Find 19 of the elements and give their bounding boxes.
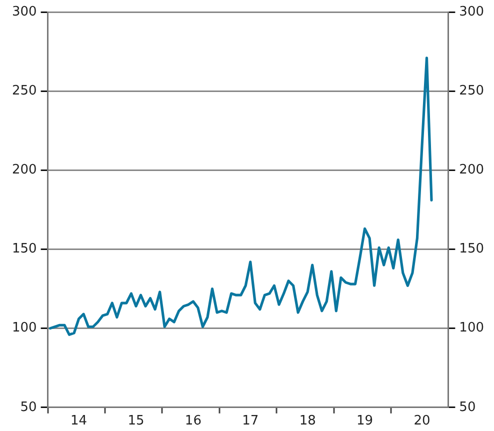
y2-tick-label: 100 xyxy=(459,320,484,336)
y2-tick-label: 250 xyxy=(459,83,484,98)
x-tick-label: 14 xyxy=(70,414,88,429)
x-tick-label: 18 xyxy=(299,414,316,429)
x-tick-label: 20 xyxy=(414,414,430,429)
y2-tick-label: 200 xyxy=(459,162,484,178)
x-tick-label: 17 xyxy=(242,414,259,429)
y-tick-label: 100 xyxy=(12,320,37,336)
y-tick-label: 300 xyxy=(12,4,37,20)
y2-tick-label: 300 xyxy=(459,4,484,20)
y-tick-label: 200 xyxy=(12,162,37,178)
y2-tick-label: 50 xyxy=(459,400,476,415)
y-tick-label: 150 xyxy=(12,242,37,257)
x-tick-label: 16 xyxy=(184,414,202,429)
x-tick-label: 15 xyxy=(128,414,144,429)
y2-tick-label: 150 xyxy=(459,242,484,257)
y-tick-label: 250 xyxy=(12,83,37,98)
y-tick-label: 50 xyxy=(20,400,37,415)
x-tick-label: 19 xyxy=(356,414,374,429)
